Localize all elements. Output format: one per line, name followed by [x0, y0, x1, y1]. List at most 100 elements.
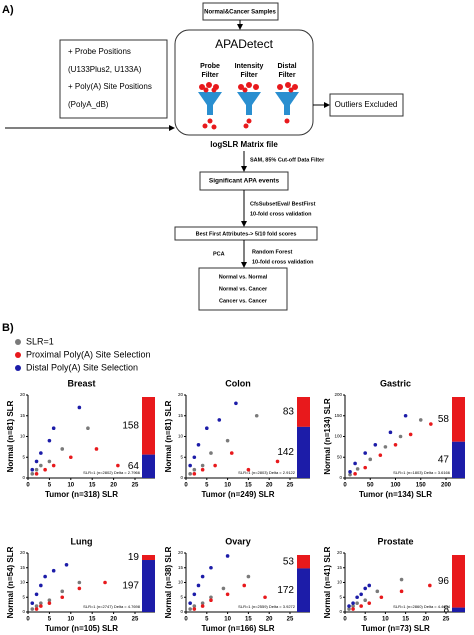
point: [221, 586, 226, 591]
point: [51, 463, 56, 468]
point: [192, 604, 197, 608]
point: [39, 583, 43, 588]
point: [103, 580, 107, 585]
samples: Normal&Cancer Samples: [204, 10, 276, 16]
step: Random Forest: [252, 249, 293, 255]
x-tick-label: 0: [343, 617, 347, 623]
bar-segment: [297, 568, 310, 612]
x-tick-label: 20: [110, 483, 117, 489]
x-axis-label: Tumor (n=166) SLR: [202, 624, 275, 633]
bar-segment: [142, 555, 155, 561]
point: [388, 430, 393, 435]
box: [59, 39, 168, 119]
point: [209, 598, 213, 602]
x-tick-label: 5: [205, 483, 209, 489]
point: [355, 601, 359, 605]
point: [359, 604, 363, 608]
annotation: SLR=1 (n=2559) Delta = 3.9272: [238, 604, 296, 609]
y-tick-label: 10: [20, 580, 26, 585]
bar-segment: [297, 426, 310, 478]
point: [403, 413, 408, 418]
annotation: SLR=1 (n=2860) Delta = 4.4674: [393, 604, 451, 609]
bar-label: 8: [443, 604, 449, 615]
x-tick-label: 15: [402, 617, 409, 623]
point: [86, 426, 90, 431]
point: [47, 598, 52, 602]
point: [209, 565, 213, 570]
comparison: Normal vs. Normal: [219, 274, 268, 280]
x-tick-label: 20: [110, 617, 117, 623]
point: [47, 459, 52, 464]
point: [51, 426, 56, 431]
x-tick-label: 5: [48, 483, 52, 489]
y-tick-label: 150: [334, 413, 342, 418]
y-tick-label: 5: [22, 594, 25, 599]
point: [30, 607, 35, 611]
annotation: SLR=1 (n=2803) Delta = 2.9122: [238, 470, 296, 475]
x-tick-label: 0: [184, 617, 188, 623]
x-tick-label: 20: [266, 483, 273, 489]
x-tick-label: 10: [67, 617, 74, 623]
point: [367, 583, 372, 588]
x-tick-label: 15: [89, 617, 96, 623]
x-tick-label: 15: [245, 483, 252, 489]
point: [192, 467, 197, 472]
point: [347, 604, 351, 608]
point: [47, 601, 52, 605]
y-tick-label: 5: [180, 594, 183, 599]
y-tick-label: 10: [178, 580, 184, 585]
x-axis-label: Tumor (n=134) SLR: [359, 490, 432, 499]
legend-label: Proximal Poly(A) Site Selection: [26, 349, 151, 359]
point: [196, 583, 201, 588]
comparison: Normal vs. Cancer: [219, 286, 268, 292]
y-axis-label: Normal (n=54) SLR: [6, 546, 15, 618]
bar-label: 47: [438, 455, 450, 466]
tool: APADetect: [215, 37, 273, 51]
step: PCA: [213, 251, 225, 257]
chart-title: Prostate: [377, 536, 413, 546]
step: SAM, 85% Cut-off Data Filter: [250, 157, 325, 163]
point: [192, 455, 197, 460]
y-tick-label: 0: [180, 609, 183, 614]
point: [383, 445, 388, 449]
y-tick-label: 5: [22, 454, 25, 459]
point: [51, 568, 56, 573]
x-tick-label: 5: [364, 617, 368, 623]
bar-label: 58: [438, 414, 450, 425]
y-tick-label: 10: [337, 580, 343, 585]
x-tick-label: 100: [390, 483, 401, 489]
y-axis-label: Normal (n=134) SLR: [323, 398, 332, 474]
comparison: Cancer vs. Cancer: [219, 298, 268, 304]
point: [200, 601, 205, 605]
x-tick-label: 0: [26, 617, 30, 623]
panel-a: A) Normal&Cancer Samples APADetect Probe…: [2, 2, 404, 311]
point: [200, 574, 205, 579]
point: [373, 443, 378, 447]
annotation: SLR=1 (n=2747) Delta = 4.7698: [83, 604, 141, 609]
point: [242, 583, 247, 588]
point: [379, 595, 384, 600]
point: [188, 607, 192, 611]
y-axis-label: Normal (n=81) SLR: [164, 400, 173, 472]
point: [368, 457, 373, 462]
filter: Filter: [240, 72, 257, 79]
events: Significant APA events: [209, 178, 280, 185]
bar-label: 172: [277, 585, 294, 596]
legend-marker: [15, 339, 21, 345]
point: [39, 601, 43, 605]
box: [329, 93, 404, 117]
x-axis-label: Tumor (n=73) SLR: [361, 624, 430, 633]
point: [30, 467, 35, 472]
y-tick-label: 0: [22, 475, 25, 480]
y-axis-label: Normal (n=81) SLR: [6, 400, 15, 472]
point: [77, 405, 82, 410]
chart-title: Ovary: [225, 536, 251, 546]
filter: Intensity: [235, 63, 264, 70]
y-tick-label: 15: [20, 565, 26, 570]
point: [393, 443, 398, 447]
legend-marker: [15, 365, 21, 371]
point: [39, 451, 43, 455]
panel-label: A): [2, 4, 14, 16]
point: [34, 467, 39, 472]
